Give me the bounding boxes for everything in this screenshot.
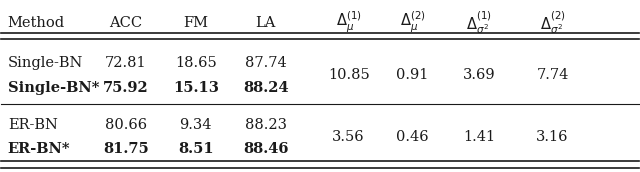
Text: 1.41: 1.41 (463, 130, 495, 144)
Text: 18.65: 18.65 (175, 56, 216, 70)
Text: 88.24: 88.24 (243, 81, 289, 95)
Text: LA: LA (255, 15, 276, 30)
Text: 0.91: 0.91 (396, 68, 429, 82)
Text: 3.16: 3.16 (536, 130, 569, 144)
Text: 10.85: 10.85 (328, 68, 369, 82)
Text: 88.46: 88.46 (243, 142, 289, 157)
Text: FM: FM (183, 15, 208, 30)
Text: 3.69: 3.69 (463, 68, 495, 82)
Text: 80.66: 80.66 (104, 118, 147, 132)
Text: $\Delta_{\mu}^{(1)}$: $\Delta_{\mu}^{(1)}$ (336, 10, 362, 35)
Text: 72.81: 72.81 (105, 56, 147, 70)
Text: 8.51: 8.51 (178, 142, 214, 157)
Text: 88.23: 88.23 (245, 118, 287, 132)
Text: 3.56: 3.56 (332, 130, 365, 144)
Text: Method: Method (8, 15, 65, 30)
Text: 75.92: 75.92 (103, 81, 148, 95)
Text: Single-BN*: Single-BN* (8, 81, 99, 95)
Text: 7.74: 7.74 (536, 68, 569, 82)
Text: 87.74: 87.74 (245, 56, 287, 70)
Text: 81.75: 81.75 (103, 142, 148, 157)
Text: 15.13: 15.13 (173, 81, 219, 95)
Text: ER-BN: ER-BN (8, 118, 58, 132)
Text: 0.46: 0.46 (396, 130, 429, 144)
Text: Single-BN: Single-BN (8, 56, 83, 70)
Text: $\Delta_{\sigma^2}^{(2)}$: $\Delta_{\sigma^2}^{(2)}$ (540, 9, 566, 36)
Text: ACC: ACC (109, 15, 142, 30)
Text: $\Delta_{\mu}^{(2)}$: $\Delta_{\mu}^{(2)}$ (399, 10, 425, 35)
Text: $\Delta_{\sigma^2}^{(1)}$: $\Delta_{\sigma^2}^{(1)}$ (467, 9, 492, 36)
Text: ER-BN*: ER-BN* (8, 142, 70, 157)
Text: 9.34: 9.34 (179, 118, 212, 132)
